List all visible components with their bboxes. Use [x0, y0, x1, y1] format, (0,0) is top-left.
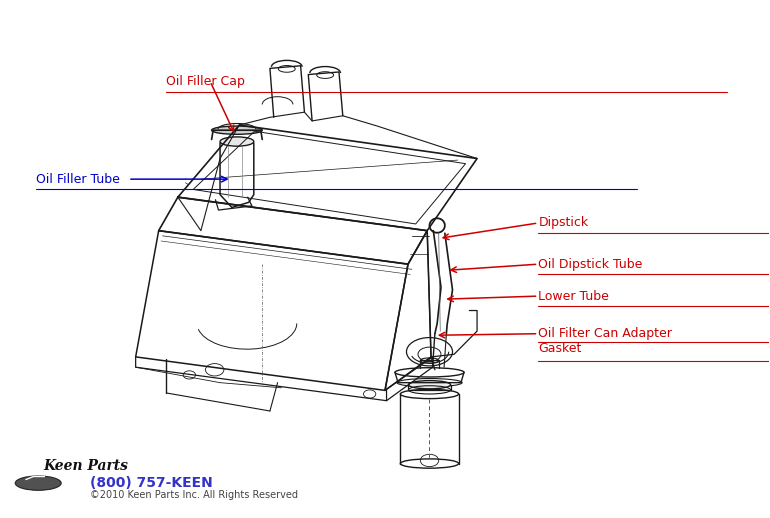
Text: (800) 757-KEEN: (800) 757-KEEN — [89, 476, 213, 490]
Ellipse shape — [220, 137, 254, 146]
Ellipse shape — [212, 126, 263, 134]
Text: Dipstick: Dipstick — [538, 217, 588, 229]
Text: Keen Parts: Keen Parts — [44, 459, 129, 473]
Text: Lower Tube: Lower Tube — [538, 290, 609, 303]
Text: ©2010 Keen Parts Inc. All Rights Reserved: ©2010 Keen Parts Inc. All Rights Reserve… — [89, 490, 298, 500]
Text: Oil Filter Can Adapter
Gasket: Oil Filter Can Adapter Gasket — [538, 327, 672, 355]
Ellipse shape — [15, 476, 62, 491]
Text: Oil Dipstick Tube: Oil Dipstick Tube — [538, 257, 643, 270]
Ellipse shape — [408, 381, 450, 389]
Text: Oil Filler Cap: Oil Filler Cap — [166, 75, 245, 88]
Text: Oil Filler Tube: Oil Filler Tube — [36, 172, 120, 185]
